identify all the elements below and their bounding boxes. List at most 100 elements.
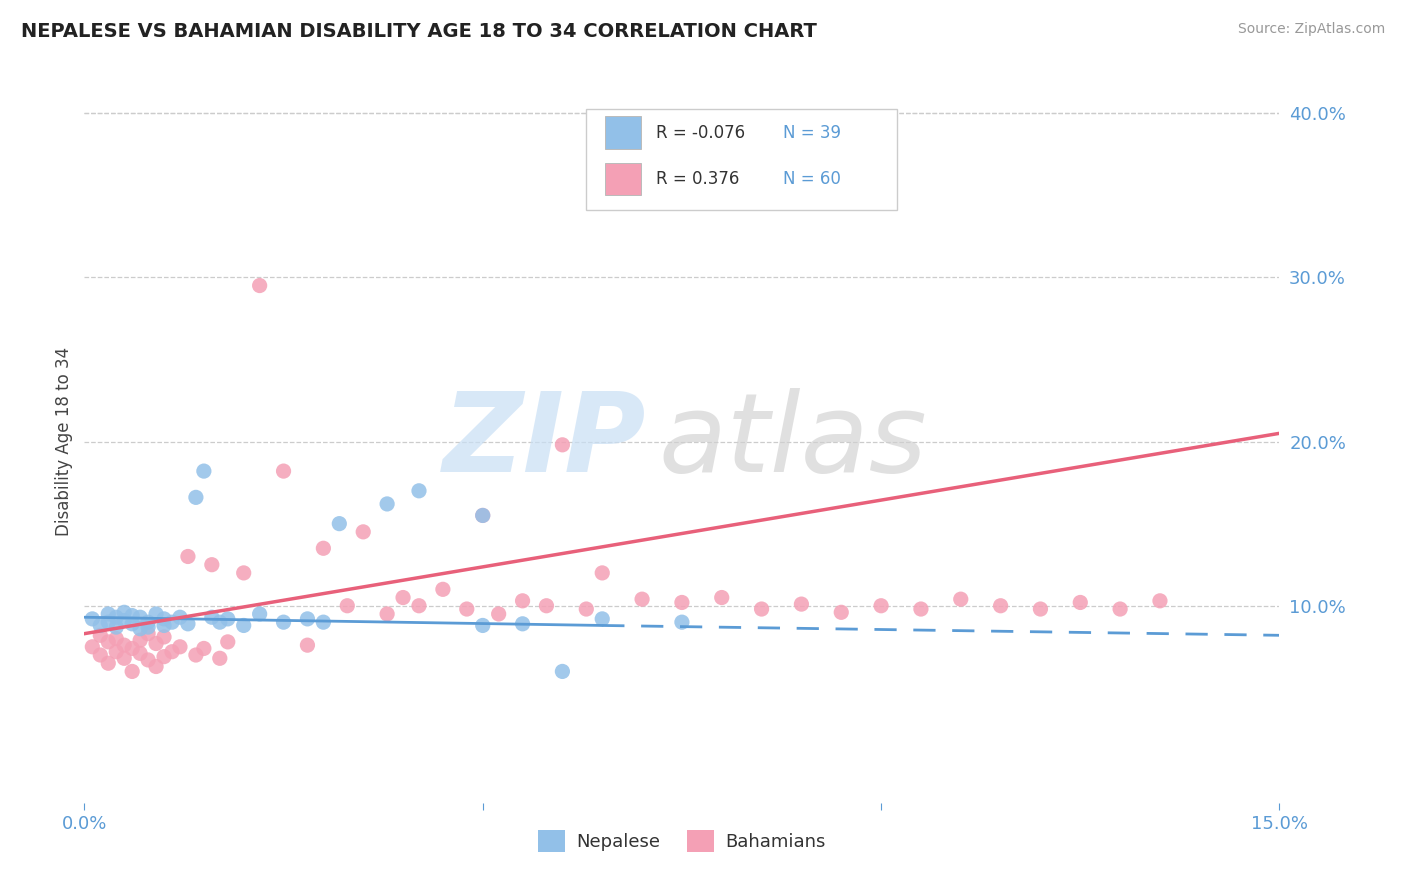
Text: R = -0.076: R = -0.076 (655, 124, 745, 142)
Point (232, 566, 254, 580)
Point (536, 599, 558, 613)
Point (184, 491, 207, 505)
Point (471, 618, 494, 632)
Text: R = 0.376: R = 0.376 (655, 170, 740, 188)
Point (145, 636, 167, 650)
Point (551, 665, 574, 679)
Point (112, 638, 135, 652)
Point (121, 665, 143, 679)
Point (169, 610, 191, 624)
Point (990, 599, 1012, 613)
Point (312, 541, 335, 556)
Point (512, 594, 534, 608)
Point (456, 602, 478, 616)
Point (297, 612, 319, 626)
Point (97, 657, 120, 671)
Point (249, 607, 271, 621)
Point (575, 602, 598, 616)
Point (97, 635, 120, 649)
Point (352, 524, 374, 539)
Point (97, 615, 120, 630)
Point (949, 592, 972, 607)
Text: ZIP: ZIP (443, 388, 647, 495)
Point (512, 616, 534, 631)
Point (631, 592, 654, 607)
Point (1029, 602, 1052, 616)
Point (1069, 595, 1091, 609)
Point (121, 641, 143, 656)
Point (488, 607, 510, 621)
Point (121, 608, 143, 623)
Point (297, 638, 319, 652)
Point (830, 605, 852, 619)
Point (105, 645, 128, 659)
Point (208, 651, 231, 665)
Point (328, 516, 350, 531)
Text: N = 39: N = 39 (783, 124, 842, 142)
Point (790, 597, 813, 611)
Text: N = 60: N = 60 (783, 170, 841, 188)
Point (870, 599, 893, 613)
Point (591, 566, 613, 580)
Point (671, 615, 693, 630)
Y-axis label: Disability Age 18 to 34: Disability Age 18 to 34 (55, 347, 73, 536)
Point (82, 640, 104, 654)
Point (82, 612, 104, 626)
Point (136, 653, 159, 667)
Point (97, 607, 120, 621)
Point (129, 646, 152, 660)
Point (910, 602, 932, 616)
Point (208, 615, 231, 630)
Point (591, 612, 613, 626)
Point (471, 508, 494, 523)
Point (136, 626, 159, 640)
Point (129, 633, 152, 648)
Point (153, 612, 176, 626)
Point (121, 616, 143, 631)
Point (1109, 602, 1132, 616)
Point (112, 651, 135, 665)
Point (129, 622, 152, 636)
Point (105, 620, 128, 634)
Text: atlas: atlas (658, 388, 927, 495)
Point (392, 591, 415, 605)
Point (751, 602, 773, 616)
Point (112, 614, 135, 628)
Point (160, 615, 183, 630)
Point (153, 630, 176, 644)
Point (145, 607, 167, 621)
Bar (606, 116, 641, 149)
Point (136, 615, 159, 630)
Point (145, 659, 167, 673)
Point (201, 610, 224, 624)
Point (710, 591, 733, 605)
Point (336, 599, 359, 613)
Point (408, 483, 430, 498)
Point (217, 635, 239, 649)
Point (201, 558, 224, 572)
Point (193, 641, 215, 656)
Point (184, 648, 207, 662)
Point (177, 549, 200, 564)
Point (129, 610, 152, 624)
Bar (586, 109, 897, 211)
Point (432, 582, 454, 597)
Point (169, 640, 191, 654)
Point (177, 616, 200, 631)
Text: NEPALESE VS BAHAMIAN DISABILITY AGE 18 TO 34 CORRELATION CHART: NEPALESE VS BAHAMIAN DISABILITY AGE 18 T… (21, 22, 817, 41)
Point (273, 615, 295, 630)
Point (312, 615, 335, 630)
Point (105, 610, 128, 624)
Point (105, 632, 128, 646)
Point (153, 618, 176, 632)
Point (153, 649, 176, 664)
Point (112, 605, 135, 619)
Point (671, 595, 693, 609)
Text: Source: ZipAtlas.com: Source: ZipAtlas.com (1237, 22, 1385, 37)
Point (273, 464, 295, 478)
Point (375, 607, 398, 621)
Point (193, 464, 215, 478)
Point (217, 612, 239, 626)
Point (160, 645, 183, 659)
Point (1149, 594, 1171, 608)
